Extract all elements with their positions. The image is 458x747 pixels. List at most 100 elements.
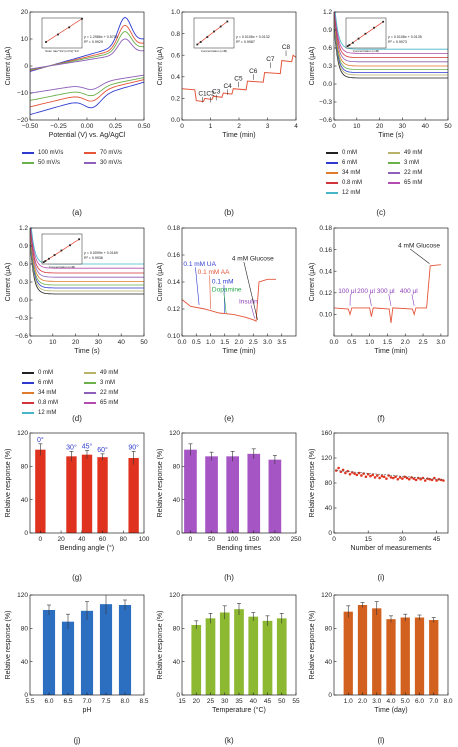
x-tick-label: 2.5 (419, 339, 428, 346)
chart-svg: 0 20 40 60 80 100 0 40 80 120 Bending angle (°) Rel… (5, 430, 150, 552)
x-tick-label: 2.0 (401, 339, 410, 346)
plot-marks (343, 601, 439, 695)
annotation-arrow (243, 261, 258, 320)
inset-x-label: Concentration (mM) (201, 49, 228, 53)
bar (429, 620, 439, 695)
panel-d: 0 10 20 30 40 50 −0.6 −0.3 0.0 0.3 0.6 0.9 1.2 Time (… (2, 222, 152, 423)
data-point (350, 471, 354, 474)
x-tick-label: −0.25 (50, 123, 67, 130)
bar (248, 616, 259, 695)
panel-label: (e) (224, 414, 234, 423)
bar (35, 449, 46, 533)
legend-item: 65 mM (388, 180, 422, 186)
y-tick-label: 0 (24, 692, 28, 699)
data-point (417, 476, 420, 480)
chrono-curve (334, 25, 448, 79)
inset-point (78, 238, 81, 241)
plot-marks (191, 603, 287, 695)
y-tick-label: 80 (173, 464, 181, 471)
x-tick-label: 0 (39, 536, 43, 543)
x-tick-label: 100 (139, 536, 150, 543)
legend-item: 34 mM (326, 170, 360, 176)
data-point (364, 475, 368, 479)
data-point (435, 479, 438, 482)
legend-swatch (84, 162, 96, 164)
x-tick-label: 15 (178, 698, 186, 705)
x-tick-label: 40 (78, 536, 86, 543)
chrono-curve (30, 235, 144, 289)
x-tick-label: 7.5 (101, 698, 110, 705)
x-tick-label: 1.0 (344, 698, 353, 705)
data-point (373, 476, 377, 479)
y-tick-label: 0 (24, 530, 28, 537)
x-tick-label: 60 (99, 536, 107, 543)
y-tick-label: 0.8 (171, 31, 180, 38)
x-tick-label: 0.00 (81, 123, 94, 130)
legend-item: 49 mM (84, 370, 118, 376)
y-tick-label: 0.10 (319, 312, 332, 319)
chrono-curve (30, 229, 144, 282)
legend-item: 70 mV/s (84, 150, 122, 156)
inset-point (47, 257, 50, 260)
bar (276, 618, 287, 695)
cv-curve (30, 31, 144, 101)
y-tick-label: −0.3 (319, 99, 332, 106)
y-tick-label: 40 (173, 659, 181, 666)
data-point (387, 474, 391, 477)
x-tick-label: 5.5 (25, 698, 34, 705)
annotation-arrow (409, 248, 430, 264)
inset-point (199, 41, 202, 43)
plot-area: 0.0 0.5 1.0 1.5 2.0 2.5 3.0 0.10 0.12 0.14 0.16 0.1… (309, 225, 449, 355)
x-tick-label: 1.5 (383, 339, 392, 346)
x-tick-label: 80 (120, 536, 128, 543)
legend-swatch (84, 392, 96, 394)
legend-swatch (22, 162, 34, 164)
bar (66, 456, 77, 533)
x-axis-label: Bending angle (°) (60, 544, 114, 552)
bar (191, 625, 202, 695)
y-tick-label: 1.2 (19, 225, 28, 232)
bar (234, 609, 244, 695)
legend-swatch (326, 162, 338, 164)
panel-label: (g) (72, 573, 82, 582)
panel-label: (h) (224, 573, 234, 582)
panel-label: (d) (72, 414, 82, 423)
inset-point (206, 36, 209, 38)
inset-point (348, 44, 351, 46)
x-tick-label: 15 (365, 536, 373, 543)
y-axis-label: Relative response (%) (5, 611, 12, 680)
y-tick-label: −10 (17, 90, 28, 97)
annotation-arrow (195, 267, 200, 305)
x-tick-label: 2.0 (234, 339, 243, 346)
inset-equation: y = 0.0108x + 0.0135 (388, 35, 422, 39)
step-annotation: C4 (223, 83, 232, 90)
x-tick-label: 20 (376, 123, 384, 130)
x-tick-label: 30 (399, 536, 407, 543)
step-annotation: C7 (266, 56, 275, 63)
legend-label: 100 mV/s (38, 150, 64, 156)
x-tick-label: 40 (250, 698, 258, 705)
legend-item: 12 mM (22, 410, 56, 416)
y-tick-label: −0.6 (15, 333, 28, 340)
data-point (405, 476, 409, 480)
legend-item: 65 mM (84, 400, 118, 406)
inset-point (213, 30, 215, 33)
y-tick-label: 120 (17, 592, 28, 599)
bar (42, 610, 56, 695)
data-point (337, 466, 340, 470)
y-tick-label: 120 (169, 592, 180, 599)
plot-marks (184, 443, 282, 533)
x-tick-label: 8.5 (139, 698, 148, 705)
x-tick-label: 0 (332, 536, 336, 543)
inset-r-squared: R² = 0.9936 (84, 256, 103, 260)
x-tick-label: 20 (72, 339, 80, 346)
data-point (433, 476, 436, 480)
bar (99, 604, 113, 695)
y-tick-label: 0 (328, 530, 332, 537)
bar (80, 610, 94, 695)
legend-label: 22 mM (404, 170, 423, 176)
legend-label: 0 mM (342, 150, 357, 156)
legend-label: 70 mV/s (100, 150, 123, 156)
panel-label: (k) (224, 736, 234, 745)
